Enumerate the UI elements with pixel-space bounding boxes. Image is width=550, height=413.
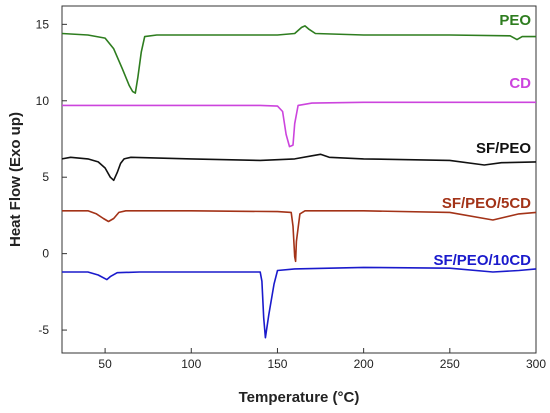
y-tick-label: 0 [42,247,49,261]
y-tick-label: -5 [38,323,49,337]
tick-layer: 50 100 150 200 250 300 -5 0 5 10 15 [36,17,547,371]
series-label-layer: PEO CD SF/PEO SF/PEO/5CD SF/PEO/10CD [433,12,531,269]
series-label-sf-peo: SF/PEO [476,140,531,157]
x-tick-label: 150 [267,357,287,371]
y-tick-label: 5 [42,170,49,184]
series-label-cd: CD [509,75,531,92]
plot-area [61,5,537,354]
y-axis-title: Heat Flow (Exo up) [7,112,24,247]
series-layer [61,25,537,339]
series-label-peo: PEO [499,12,531,29]
y-tick-label: 15 [36,17,50,31]
x-tick-label: 50 [98,357,112,371]
series-label-sf-peo-5cd: SF/PEO/5CD [442,195,531,212]
series-line-sf-peo-5cd [62,210,537,263]
series-line-sf-peo [61,153,537,182]
x-tick-label: 100 [181,357,201,371]
series-label-sf-peo-10cd: SF/PEO/10CD [433,252,531,269]
y-tick-label: 10 [36,94,50,108]
x-tick-label: 300 [526,357,546,371]
series-line-peo [61,25,536,94]
x-tick-label: 250 [440,357,460,371]
series-line-sf-peo-10cd [62,266,537,339]
x-tick-label: 200 [354,357,374,371]
series-line-cd [62,101,536,148]
plot-border [61,5,537,354]
x-axis-title: Temperature (°C) [239,389,360,406]
